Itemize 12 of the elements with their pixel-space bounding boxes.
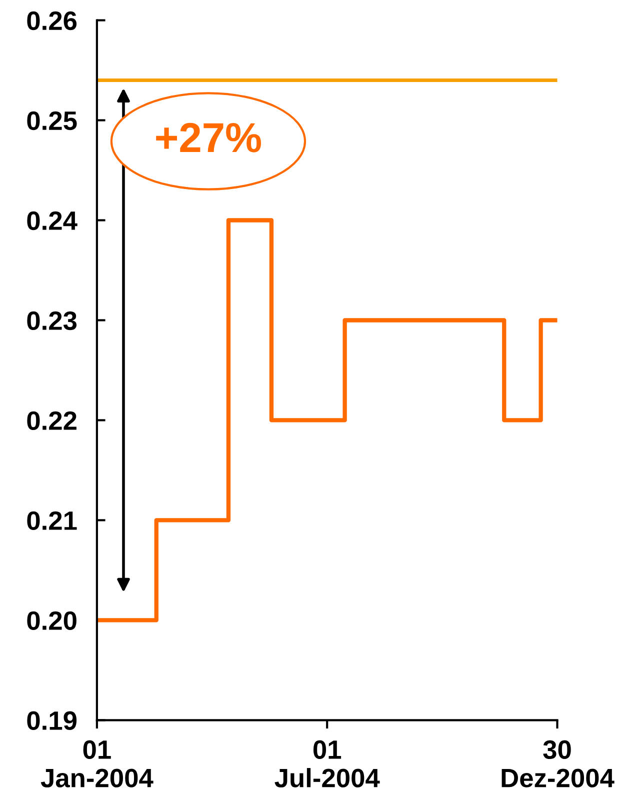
x-tick-label: 01 Jul-2004 xyxy=(274,740,380,788)
y-tick-label: 0.23 xyxy=(27,311,77,330)
x-tick-label: 30 Dez-2004 xyxy=(502,740,614,788)
annotation: +27% xyxy=(156,122,261,152)
y-tick-label: 0.24 xyxy=(27,211,78,230)
y-tick-label: 0.19 xyxy=(27,711,77,730)
y-tick-label: 0.21 xyxy=(27,511,77,530)
y-tick-label: 0.26 xyxy=(27,11,77,30)
y-tick-label: 0.25 xyxy=(27,111,77,130)
x-tick-label: 01 Jan-2004 xyxy=(40,740,154,788)
y-tick-label: 0.22 xyxy=(27,411,76,430)
y-tick-label: 0.20 xyxy=(27,611,76,630)
